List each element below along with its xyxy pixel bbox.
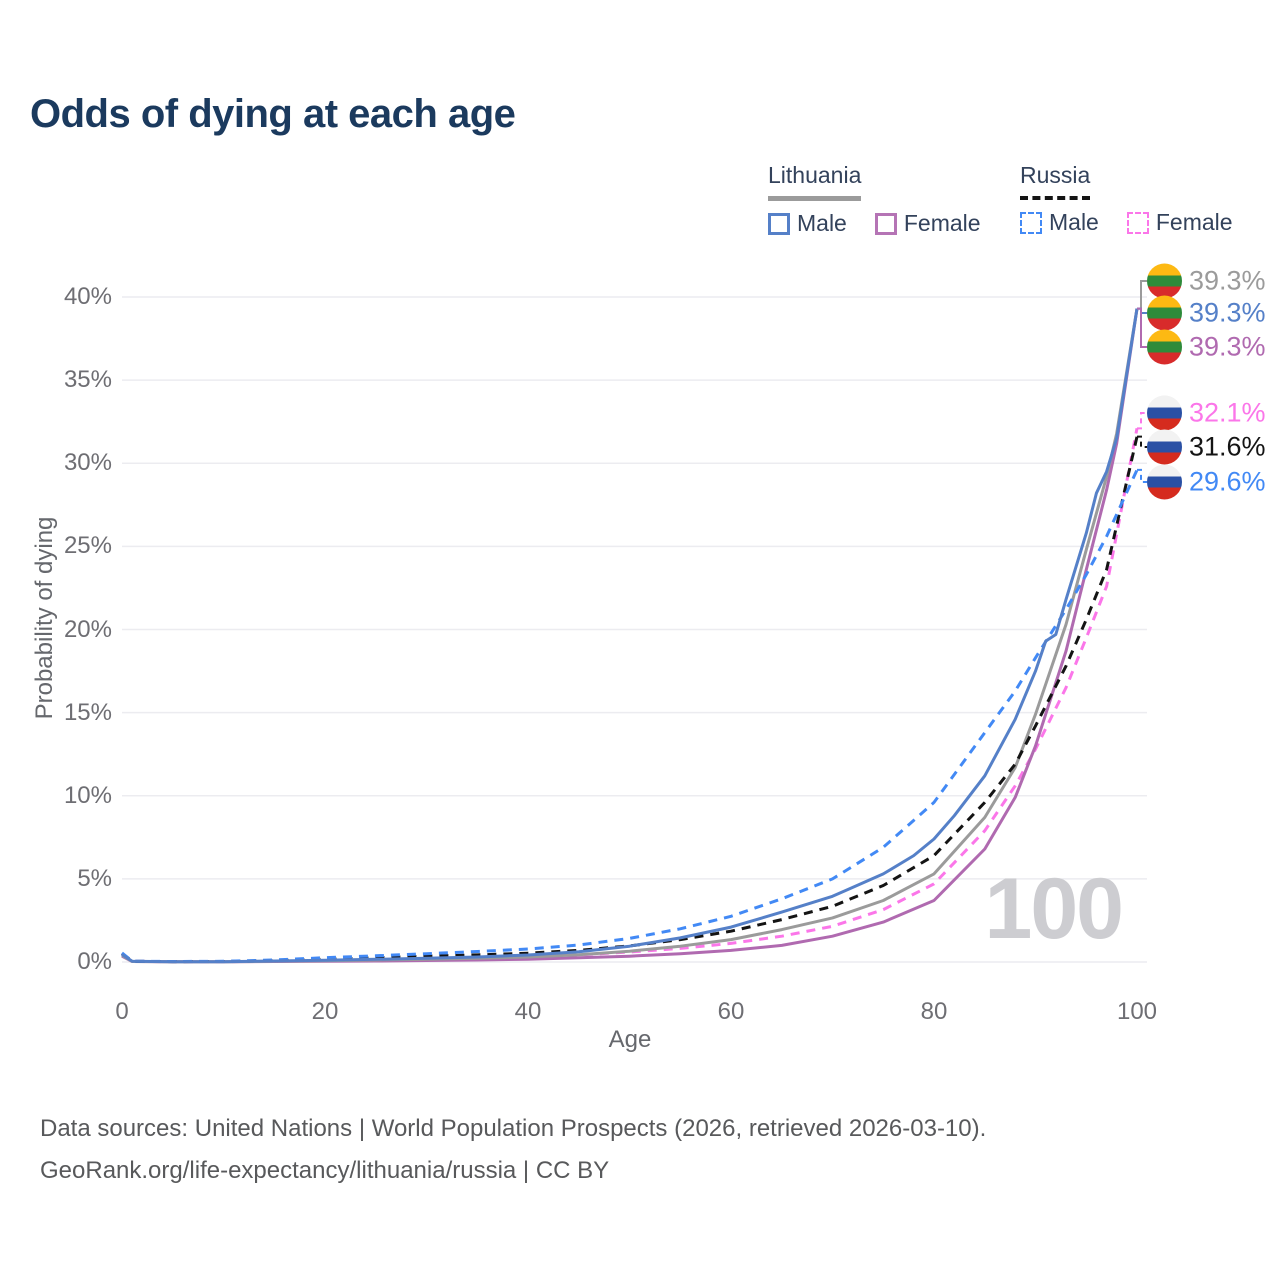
x-tick-label: 80 (920, 998, 948, 1025)
age-counter-watermark: 100 (984, 861, 1124, 957)
x-tick-label: 20 (311, 998, 339, 1025)
russia_male-label-connector (1137, 468, 1147, 483)
russia_both-end-label: 31.6% (1147, 429, 1266, 465)
lithuania_male-line (121, 308, 1139, 964)
legend-item-label: Male (1049, 209, 1099, 235)
legend-item-label: Female (903, 210, 981, 236)
y-tick-label: 15% (63, 698, 112, 726)
x-tick-label: 100 (1116, 998, 1158, 1025)
legend-item-label: Male (797, 210, 847, 236)
flag-stripe (1147, 441, 1182, 453)
flag-stripe (1147, 275, 1182, 287)
russia_both-line (121, 436, 1139, 964)
y-tick-label: 25% (63, 532, 112, 560)
lithuania_both-label-connector (1137, 280, 1147, 310)
lithuania-flag-icon (1147, 295, 1182, 331)
legend-item-label: Female (1155, 209, 1233, 235)
x-tick-label: 40 (514, 998, 542, 1025)
flag-stripe (1147, 295, 1182, 308)
legend-group-russia: Russia Male Female (1020, 162, 1233, 236)
flag-stripe (1147, 429, 1182, 442)
legend-group-lithuania: Lithuania Male Female (768, 162, 981, 237)
flag-stripe (1147, 329, 1182, 342)
end-value-label: 32.1% (1189, 397, 1266, 428)
lithuania-flag-icon (1147, 263, 1182, 299)
russia_female-end-label: 32.1% (1147, 395, 1266, 431)
russia-female-swatch-icon (1126, 211, 1149, 234)
russia-flag-icon (1147, 464, 1182, 500)
x-tick-label: 60 (717, 998, 745, 1025)
y-tick-label: 30% (63, 449, 112, 477)
y-tick-label: 35% (63, 366, 112, 394)
flag-stripe (1147, 263, 1182, 276)
flag-stripe (1147, 418, 1182, 431)
flag-stripe (1147, 395, 1182, 408)
flag-stripe (1147, 307, 1182, 319)
footer: Data sources: United Nations | World Pop… (40, 1108, 986, 1192)
end-value-label: 29.6% (1189, 466, 1266, 497)
russia_male-end-label: 29.6% (1147, 464, 1266, 500)
lithuania_male-end-label: 39.3% (1147, 295, 1266, 331)
flag-stripe (1147, 487, 1182, 500)
end-value-label: 31.6% (1189, 431, 1266, 462)
legend-item-russia-male[interactable]: Male (1020, 209, 1099, 236)
lithuania-female-swatch-icon (874, 212, 897, 235)
flag-stripe (1147, 286, 1182, 299)
end-value-label: 39.3% (1189, 297, 1266, 328)
legend-item-russia-female[interactable]: Female (1126, 209, 1233, 236)
russia-male-swatch-icon (1020, 211, 1042, 234)
flag-stripe (1147, 476, 1182, 488)
y-tick-label: 10% (63, 781, 112, 809)
end-value-label: 39.3% (1189, 265, 1266, 296)
y-tick-label: 20% (63, 615, 112, 643)
y-tick-label: 5% (77, 864, 112, 892)
lithuania_both-end-label: 39.3% (1147, 263, 1266, 299)
y-tick-label: 0% (77, 948, 112, 975)
lithuania-male-swatch-icon (768, 212, 790, 235)
y-axis-title: Probability of dying (31, 516, 58, 720)
lithuania_female-end-label: 39.3% (1147, 329, 1266, 365)
footer-attribution-line: GeoRank.org/life-expectancy/lithuania/ru… (40, 1157, 610, 1184)
lithuania_female-label-connector (1137, 307, 1147, 348)
flag-stripe (1147, 352, 1182, 365)
lithuania-flag-icon (1147, 329, 1182, 365)
legend-item-lithuania-female[interactable]: Female (874, 210, 981, 237)
y-tick-label: 40% (63, 283, 112, 310)
flag-stripe (1147, 407, 1182, 419)
x-tick-label: 0 (115, 998, 129, 1025)
legend-lithuania-label: Lithuania (768, 162, 862, 201)
flag-stripe (1147, 341, 1182, 353)
legend-item-lithuania-male[interactable]: Male (768, 210, 847, 237)
flag-stripe (1147, 464, 1182, 477)
page-title: Odds of dying at each age (30, 92, 516, 136)
russia_both-label-connector (1137, 435, 1147, 448)
russia_male-line (121, 469, 1139, 963)
flag-stripe (1147, 452, 1182, 465)
end-value-label: 39.3% (1189, 331, 1266, 362)
russia_female-label-connector (1137, 412, 1147, 430)
russia-flag-icon (1147, 395, 1182, 431)
x-axis-title: Age (608, 1026, 652, 1053)
legend-russia-label: Russia (1020, 162, 1091, 200)
flag-stripe (1147, 318, 1182, 331)
footer-sources-line: Data sources: United Nations | World Pop… (40, 1115, 987, 1142)
russia-flag-icon (1147, 429, 1182, 465)
